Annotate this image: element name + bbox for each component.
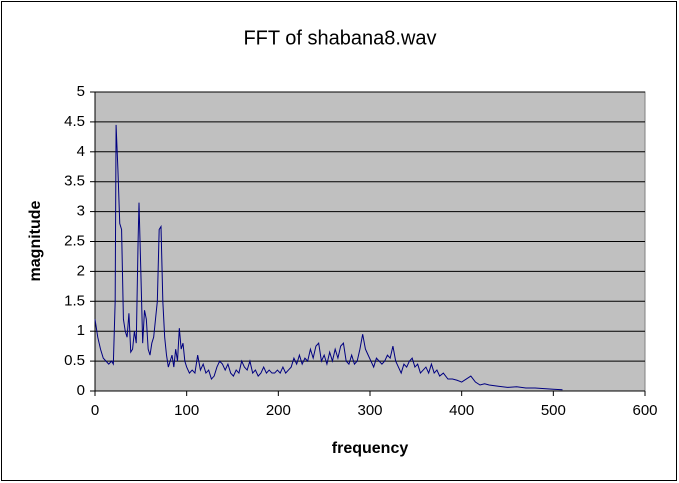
y-tick-label: 0 xyxy=(77,382,85,399)
x-tick-label: 0 xyxy=(91,402,99,419)
x-tick-label: 500 xyxy=(541,402,566,419)
y-tick-label: 3 xyxy=(77,203,85,220)
y-tick-label: 4 xyxy=(77,143,85,160)
y-tick-label: 2 xyxy=(77,262,85,279)
y-tick-label: 3.5 xyxy=(64,173,85,190)
x-tick-label: 600 xyxy=(632,402,657,419)
y-tick-label: 5 xyxy=(77,83,85,100)
x-tick-label: 400 xyxy=(449,402,474,419)
x-axis-title: frequency xyxy=(332,440,409,457)
series-line xyxy=(94,124,563,391)
y-tick-label: 1 xyxy=(77,322,85,339)
chart-title: FFT of shabana8.wav xyxy=(243,27,436,49)
x-tick-label: 200 xyxy=(266,402,291,419)
y-tick-label: 2.5 xyxy=(64,232,85,249)
x-tick-label: 300 xyxy=(357,402,382,419)
y-tick-label: 4.5 xyxy=(64,113,85,130)
y-axis-title: magnitude xyxy=(27,200,44,281)
x-tick-label: 100 xyxy=(174,402,199,419)
y-tick-label: 1.5 xyxy=(64,292,85,309)
y-tick-label: 0.5 xyxy=(64,352,85,369)
